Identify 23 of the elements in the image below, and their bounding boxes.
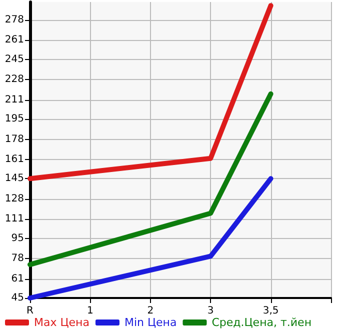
y-tick-label: 61 (11, 273, 24, 284)
y-tick-label: 195 (4, 113, 24, 124)
y-tick-label: 161 (4, 154, 24, 166)
x-tick-label: 1 (87, 306, 94, 316)
y-tick-label: 78 (11, 253, 24, 264)
y-tick-label: 178 (4, 134, 24, 145)
y-tick-label: 145 (4, 173, 24, 184)
y-tick-label: 261 (4, 34, 24, 46)
x-tick-label: R (26, 306, 34, 316)
legend-label: Max Цена (34, 316, 90, 329)
legend-label: Min Цена (124, 316, 177, 329)
x-tick-label: 3 (207, 306, 214, 316)
y-tick-label: 45 (11, 292, 24, 304)
y-tick-label: 128 (4, 193, 24, 204)
y-tick-label: 228 (4, 74, 24, 86)
legend-label: Сред.Цена, т.йен (212, 316, 312, 329)
x-tick-label: 3,5 (262, 306, 279, 316)
y-tick-label: 245 (4, 54, 24, 65)
y-tick-label: 278 (4, 14, 24, 26)
y-tick-label: 211 (4, 94, 24, 106)
y-tick-label: 95 (11, 232, 24, 244)
y-tick-label: 111 (4, 214, 24, 225)
x-tick-label: 2 (147, 306, 154, 316)
